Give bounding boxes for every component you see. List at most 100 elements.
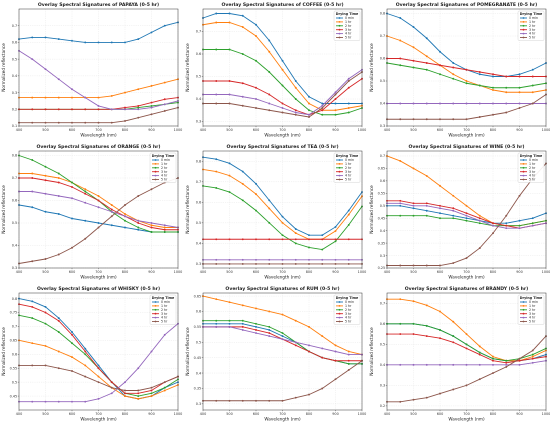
data-point xyxy=(241,325,244,328)
x-axis-label: Wavelength (nm) xyxy=(264,417,301,422)
data-point xyxy=(71,333,73,336)
data-point xyxy=(347,111,350,114)
data-point xyxy=(412,207,415,210)
x-tick-label: 400 xyxy=(16,412,22,416)
y-tick-label: 0.65 xyxy=(378,167,386,171)
y-tick-label: 0.45 xyxy=(194,356,202,360)
data-point xyxy=(334,230,337,233)
x-tick-label: 500 xyxy=(226,412,232,416)
legend-marker xyxy=(522,305,525,307)
data-point xyxy=(215,322,218,325)
x-tick-label: 1000 xyxy=(174,412,183,416)
legend-label: 3 hr xyxy=(161,312,168,316)
y-tick-label: 0.6 xyxy=(196,310,201,314)
legend-marker xyxy=(338,166,341,169)
data-point xyxy=(505,363,508,366)
data-point xyxy=(268,109,271,112)
legend-marker xyxy=(522,28,525,31)
data-point xyxy=(412,300,415,303)
data-point xyxy=(347,353,350,356)
data-point xyxy=(321,356,324,359)
x-tick-label: 600 xyxy=(253,128,259,132)
data-point xyxy=(478,363,481,366)
data-point xyxy=(241,182,244,185)
data-point xyxy=(347,362,350,365)
data-point xyxy=(281,111,284,114)
data-point xyxy=(347,213,350,216)
legend-title: Drying Time xyxy=(520,12,543,16)
data-point xyxy=(110,94,113,97)
data-point xyxy=(347,369,350,371)
data-point xyxy=(215,12,218,15)
data-point xyxy=(294,238,297,241)
data-point xyxy=(163,386,166,389)
data-point xyxy=(255,107,257,109)
y-axis-label: Normalized reflectance xyxy=(1,327,6,376)
data-point xyxy=(465,68,468,71)
legend-label: 0 min xyxy=(345,158,354,162)
data-point xyxy=(241,322,244,325)
legend-label: 3 hr xyxy=(529,28,536,32)
data-point xyxy=(228,162,231,165)
y-tick-label: 0.7 xyxy=(12,24,17,28)
legend-marker xyxy=(154,308,157,311)
legend-label: 5 hr xyxy=(161,178,168,182)
data-point xyxy=(215,158,218,161)
data-point xyxy=(255,332,257,334)
plot-frame xyxy=(18,292,179,411)
data-point xyxy=(439,204,441,207)
data-point xyxy=(84,108,87,111)
data-point xyxy=(137,88,140,91)
data-point xyxy=(163,389,166,392)
data-point xyxy=(241,262,244,265)
data-point xyxy=(425,202,428,205)
data-point xyxy=(215,102,218,105)
data-point xyxy=(71,246,73,249)
data-point xyxy=(97,199,100,202)
data-point xyxy=(308,258,310,261)
y-tick-label: 0.7 xyxy=(380,34,385,38)
y-tick-label: 0.7 xyxy=(12,325,17,329)
data-point xyxy=(399,363,402,366)
data-point xyxy=(84,188,87,191)
data-point xyxy=(465,363,468,366)
data-point xyxy=(505,227,508,230)
data-point xyxy=(97,375,100,378)
data-point xyxy=(137,116,140,119)
data-point xyxy=(124,381,126,384)
data-point xyxy=(281,215,284,218)
data-point xyxy=(255,98,257,100)
data-point xyxy=(425,324,428,327)
y-tick-label: 0.3 xyxy=(380,124,385,128)
data-point xyxy=(71,39,73,42)
data-point xyxy=(97,96,100,99)
data-point xyxy=(505,102,508,105)
legend-label: 3 hr xyxy=(345,28,352,32)
data-point xyxy=(308,238,310,241)
data-point xyxy=(308,325,310,328)
data-point xyxy=(137,222,140,224)
data-point xyxy=(228,191,231,194)
x-tick-label: 600 xyxy=(253,270,259,274)
data-point xyxy=(44,96,47,99)
data-point xyxy=(110,208,113,211)
data-point xyxy=(478,345,481,348)
y-tick-label: 0.6 xyxy=(196,52,201,56)
data-point xyxy=(84,121,87,124)
data-point xyxy=(308,344,310,347)
data-point xyxy=(334,359,337,362)
y-tick-label: 0.6 xyxy=(380,322,385,326)
legend-title: Drying Time xyxy=(152,154,175,158)
data-point xyxy=(439,363,441,366)
data-point xyxy=(255,328,257,331)
data-point xyxy=(308,234,310,237)
data-point xyxy=(57,96,60,99)
data-point xyxy=(465,219,468,222)
data-point xyxy=(44,305,47,308)
data-point xyxy=(425,396,428,399)
data-point xyxy=(137,38,140,41)
x-axis-label: Wavelength (nm) xyxy=(80,133,117,138)
